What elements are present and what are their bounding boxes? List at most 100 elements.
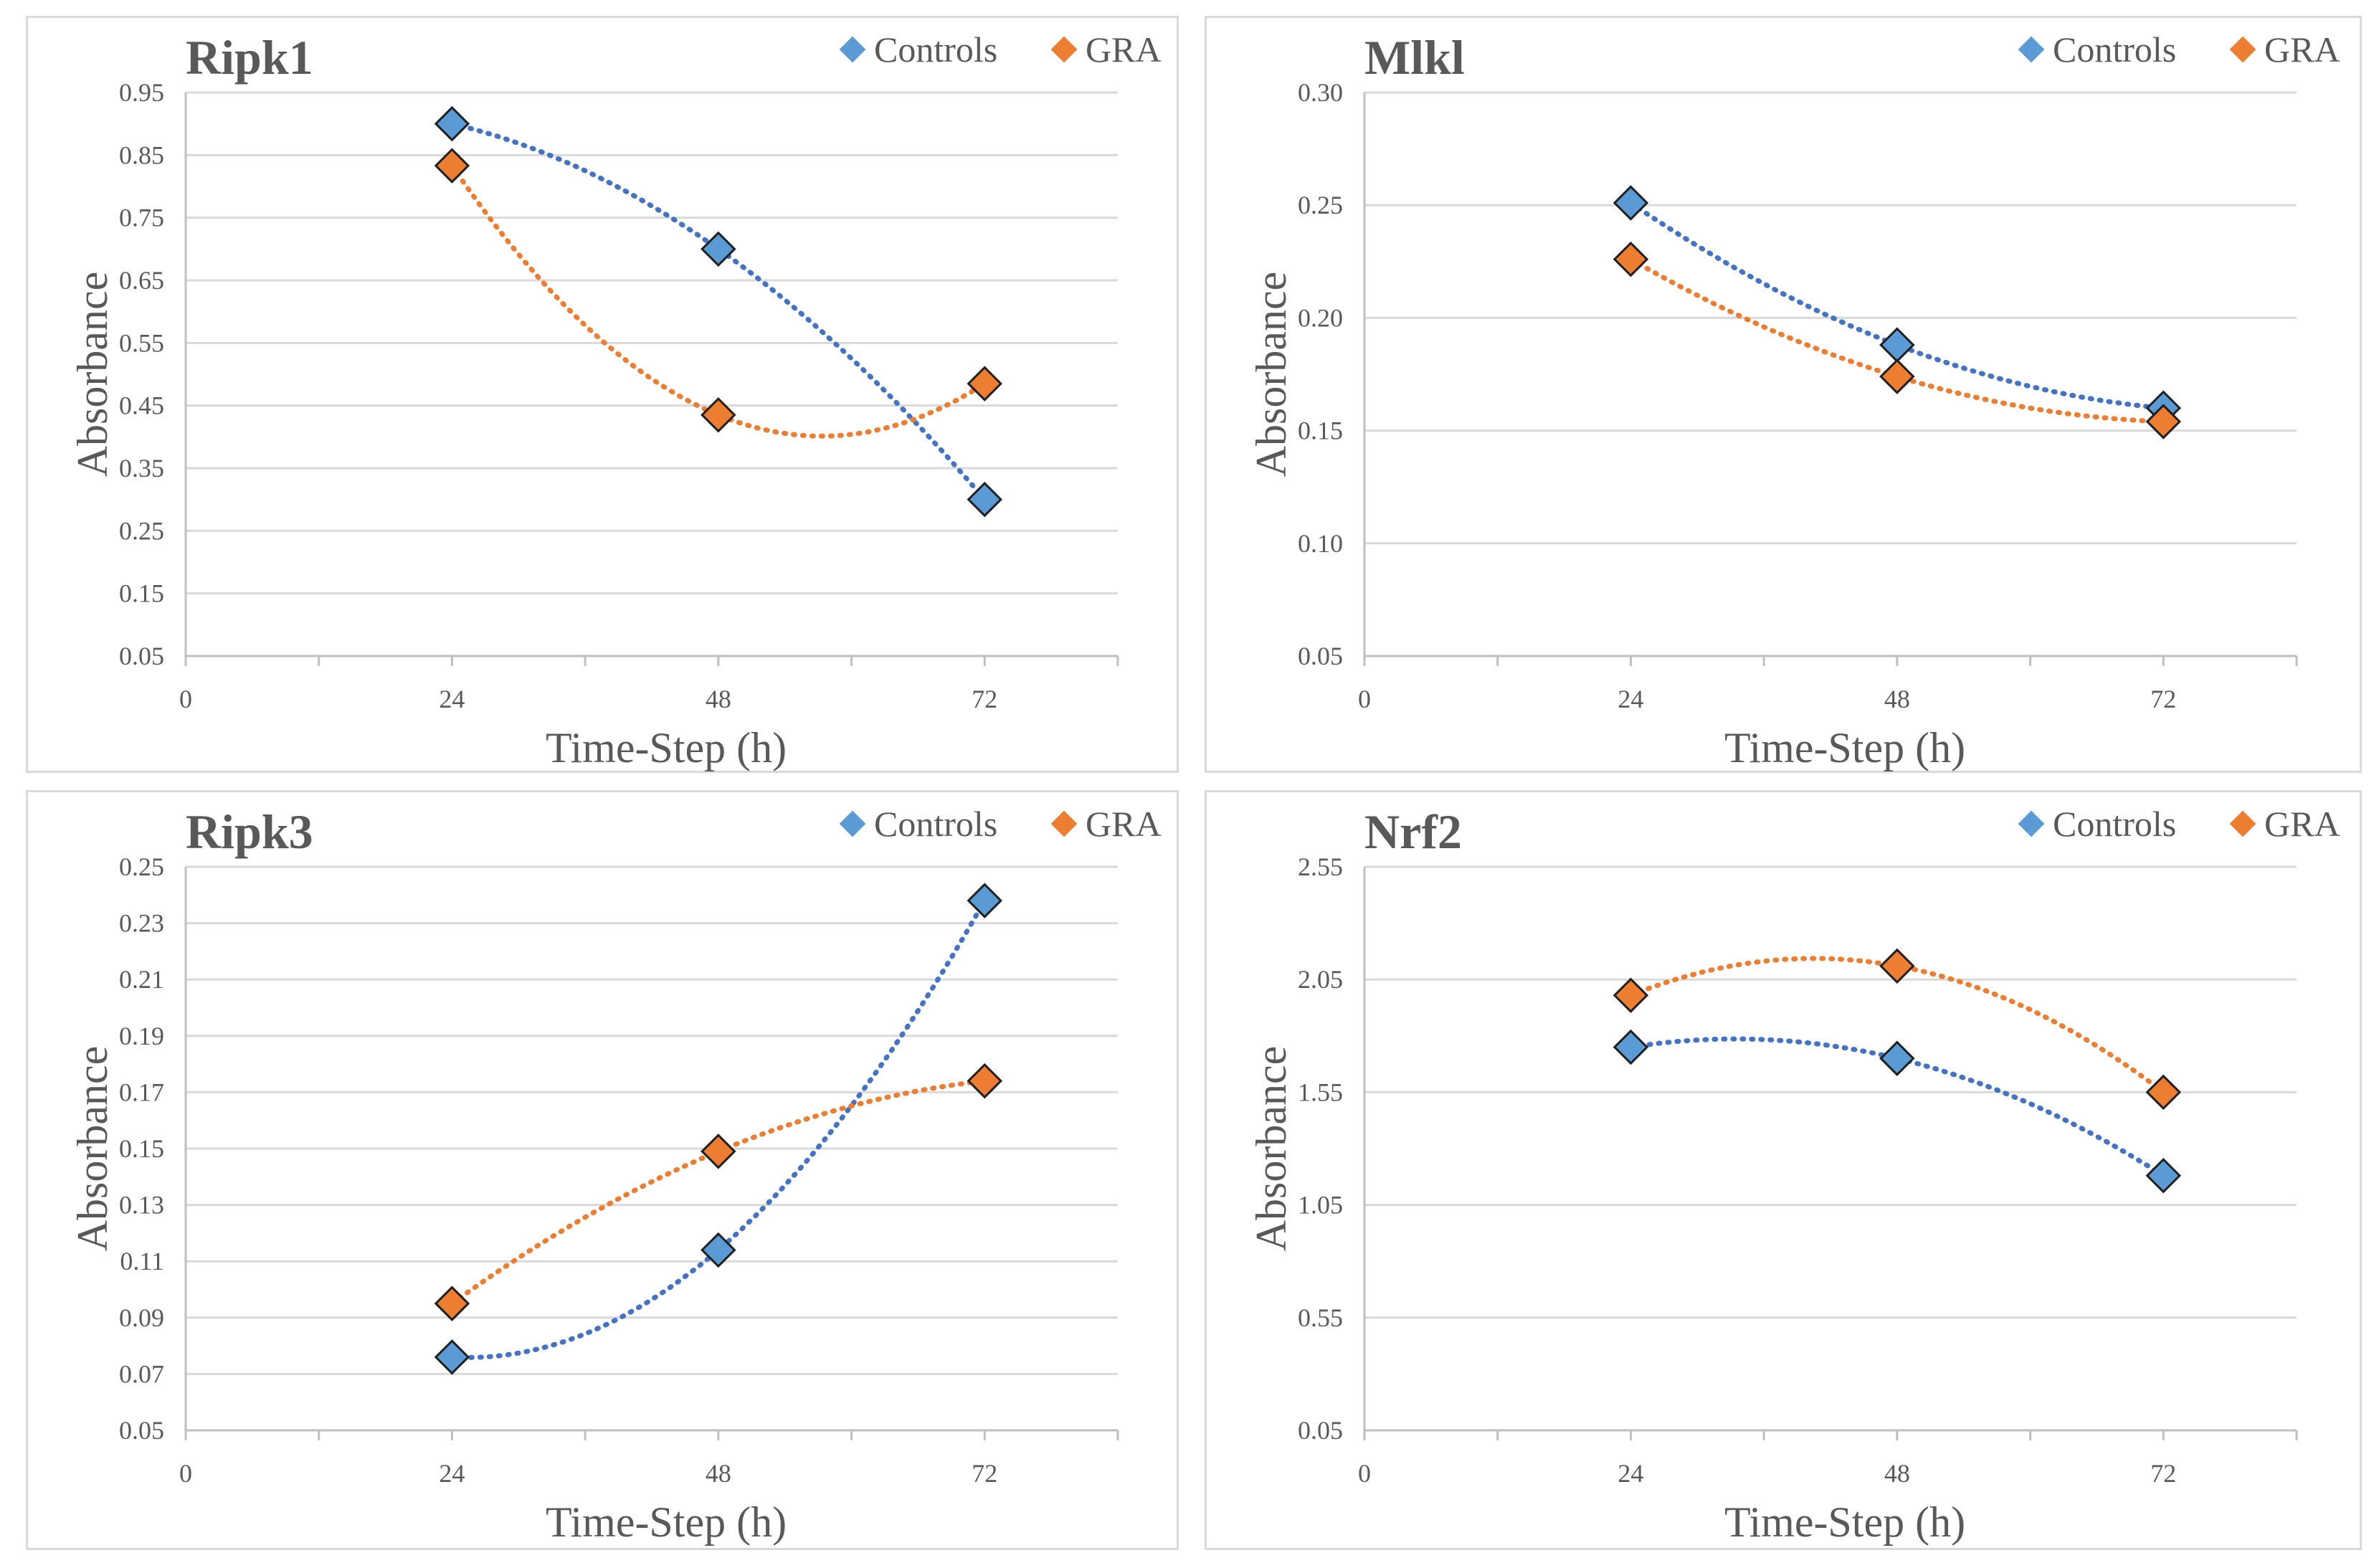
data-point-gra (1879, 948, 1915, 984)
y-tick-label: 0.15 (119, 579, 164, 608)
x-axis-label: Time-Step (h) (1724, 724, 1965, 771)
chart-panel-mlkl: 0.05 0.10 0.15 0.20 0.25 0.30 0 24 48 72 Mlkl Time-… (1205, 16, 2362, 773)
y-tick-label: 0.09 (119, 1303, 164, 1332)
chart-ripk3: 0.05 0.07 0.09 0.11 0.13 0.15 0.17 0.19 0.21 0.23… (69, 804, 1162, 1546)
data-point-controls (967, 883, 1003, 918)
y-tick-label: 0.55 (119, 328, 164, 357)
legend-marker-gra-icon (1050, 36, 1078, 63)
x-tick-label: 72 (2150, 685, 2176, 713)
x-tick-label: 48 (706, 685, 731, 713)
y-tick-label: 0.15 (1298, 417, 1343, 445)
x-tick-label: 24 (1618, 685, 1643, 713)
data-point-controls (701, 1232, 736, 1268)
y-tick-label: 0.05 (119, 642, 164, 670)
y-tick-label: 0.23 (119, 909, 164, 938)
y-tick-label: 0.25 (119, 852, 164, 881)
y-tick-label: 0.95 (119, 78, 164, 107)
x-tick-label: 24 (439, 685, 465, 713)
x-tick-label: 24 (439, 1459, 465, 1488)
data-point-controls (701, 231, 736, 267)
chart-ripk1: 0.05 0.15 0.25 0.35 0.45 0.55 0.65 0.75 0.85 0.95… (69, 29, 1162, 771)
data-point-gra (967, 366, 1003, 401)
data-point-controls (967, 481, 1003, 518)
chart-mlkl: 0.05 0.10 0.15 0.20 0.25 0.30 0 24 48 72 Mlkl Time-… (1248, 29, 2340, 771)
y-tick-label: 0.05 (1298, 1416, 1343, 1445)
data-point-gra (701, 1134, 736, 1169)
legend-marker-gra-icon (2229, 36, 2256, 63)
data-point-gra (434, 148, 470, 184)
y-tick-label: 0.35 (119, 454, 164, 483)
y-tick-label: 0.15 (119, 1134, 164, 1163)
legend-label-controls: Controls (2053, 29, 2176, 70)
x-axis-label: Time-Step (h) (546, 724, 787, 771)
legend-marker-gra-icon (1050, 810, 1078, 837)
x-tick-label: 48 (1884, 1459, 1910, 1488)
x-axis-label: Time-Step (h) (546, 1498, 787, 1546)
y-tick-label: 2.55 (1298, 852, 1343, 881)
trendline-gra (449, 163, 987, 439)
legend-marker-controls-icon (2018, 810, 2045, 837)
x-tick-label: 72 (972, 685, 997, 713)
chart-panel-ripk3: 0.05 0.07 0.09 0.11 0.13 0.15 0.17 0.19 0.21 0.23… (26, 790, 1179, 1550)
y-tick-label: 0.13 (119, 1191, 164, 1220)
data-point-controls (434, 1339, 470, 1375)
data-point-controls (1879, 1040, 1915, 1076)
data-point-gra (434, 1286, 470, 1321)
x-axis-label: Time-Step (h) (1724, 1498, 1965, 1546)
y-axis-label: Absorbance (1248, 272, 1295, 477)
trendline-gra (449, 1078, 987, 1306)
data-point-gra (1613, 241, 1649, 277)
trendline-controls (449, 121, 987, 503)
data-point-controls (1879, 327, 1915, 363)
y-tick-label: 0.85 (119, 141, 164, 169)
trendline-controls (449, 898, 987, 1360)
x-tick-label: 0 (1358, 1459, 1371, 1488)
y-axis-label: Absorbance (69, 272, 116, 477)
y-tick-label: 0.05 (1298, 642, 1343, 670)
y-tick-label: 0.25 (1298, 191, 1343, 219)
legend-label-controls: Controls (2053, 804, 2176, 844)
data-point-gra (967, 1063, 1003, 1099)
legend-label-gra: GRA (1086, 804, 1162, 844)
y-tick-label: 0.45 (119, 391, 164, 420)
y-tick-label: 0.19 (119, 1022, 164, 1050)
legend-label-gra: GRA (2264, 804, 2340, 844)
y-tick-label: 0.05 (119, 1416, 164, 1445)
chart-panel-nrf2: 0.05 0.55 1.05 1.55 2.05 2.55 0 24 48 72 Nrf2 Time-… (1205, 790, 2362, 1550)
y-axis-label: Absorbance (1248, 1046, 1295, 1252)
y-tick-label: 0.21 (119, 965, 164, 994)
data-point-gra (701, 397, 736, 433)
data-point-controls (1613, 185, 1649, 221)
y-tick-label: 0.75 (119, 204, 164, 232)
legend-marker-gra-icon (2229, 810, 2256, 837)
y-tick-label: 1.05 (1298, 1191, 1343, 1220)
legend-label-gra: GRA (1086, 29, 1162, 70)
chart-title: Mlkl (1364, 30, 1465, 85)
legend-label-gra: GRA (2264, 29, 2340, 70)
chart-panel-ripk1: 0.05 0.15 0.25 0.35 0.45 0.55 0.65 0.75 0.85 0.95… (26, 16, 1179, 773)
x-tick-label: 24 (1618, 1459, 1643, 1488)
chart-title: Ripk3 (186, 804, 313, 859)
trendline-controls (1628, 200, 2166, 411)
y-tick-label: 0.17 (119, 1078, 164, 1106)
y-tick-label: 0.55 (1298, 1303, 1343, 1332)
x-tick-label: 72 (2150, 1459, 2176, 1488)
y-tick-label: 0.25 (119, 516, 164, 545)
legend-marker-controls-icon (2018, 36, 2045, 63)
chart-title: Ripk1 (186, 30, 313, 85)
data-point-gra (1879, 358, 1915, 394)
y-tick-label: 0.07 (119, 1359, 164, 1388)
y-tick-label: 0.30 (1298, 78, 1343, 107)
y-tick-label: 0.10 (1298, 529, 1343, 558)
y-tick-label: 0.65 (119, 266, 164, 295)
y-tick-label: 0.11 (120, 1247, 164, 1275)
legend-marker-controls-icon (839, 36, 866, 63)
x-tick-label: 72 (972, 1459, 997, 1488)
data-point-controls (434, 105, 470, 142)
legend-marker-controls-icon (839, 810, 866, 837)
data-point-gra (2145, 404, 2182, 439)
x-tick-label: 0 (1358, 685, 1371, 713)
chart-title: Nrf2 (1364, 804, 1462, 859)
data-point-gra (1613, 977, 1649, 1013)
x-tick-label: 0 (179, 685, 192, 713)
